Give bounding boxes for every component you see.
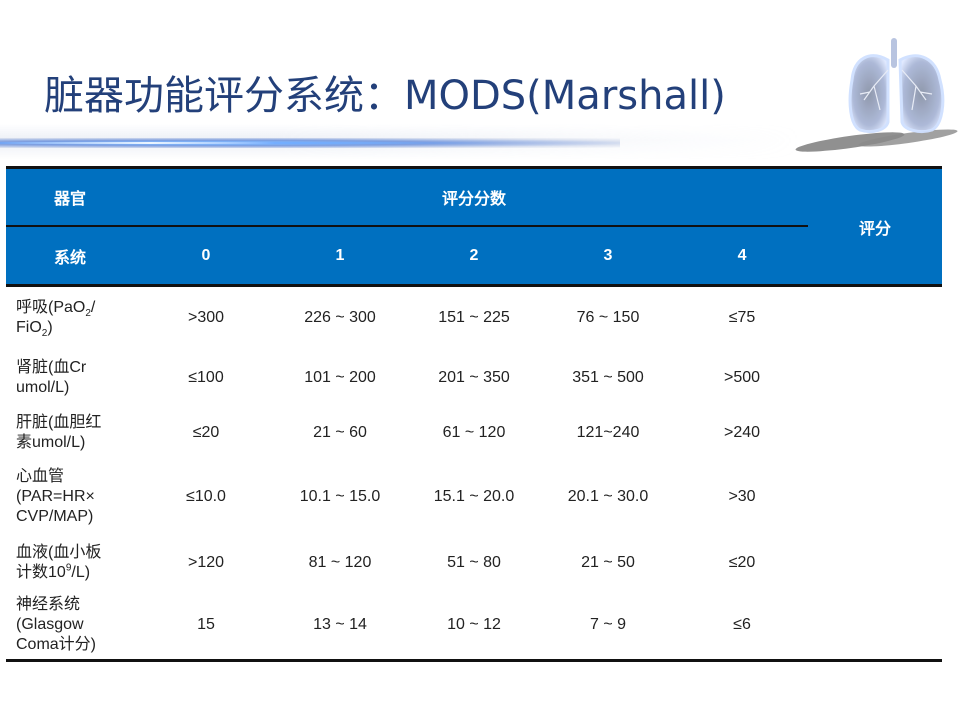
value-cell: 10.1 ~ 15.0 [299, 487, 381, 505]
value-cell: >500 [723, 368, 761, 386]
score-cell [808, 590, 943, 662]
header-score-1: 1 [272, 226, 408, 287]
value-cell: >30 [728, 487, 756, 505]
table-row-renal: 肾脏(血Cr umol/L) ≤100 101 ~ 200 201 ~ 350 … [6, 349, 942, 407]
header-organ: 器官 [6, 166, 140, 227]
value-cell: ≤20 [728, 553, 756, 571]
value-cell: 20.1 ~ 30.0 [567, 487, 649, 505]
table-row-cardiovascular: 心血管 (PAR=HR× CVP/MAP) ≤10.0 10.1 ~ 15.0 … [6, 459, 942, 535]
organ-cell: 血液(血小板 计数109/L) [16, 543, 102, 581]
value-cell: ≤6 [676, 590, 809, 662]
value-cell: 21 ~ 50 [581, 553, 635, 571]
organ-cell: 心血管 (PAR=HR× CVP/MAP) [16, 467, 95, 525]
table-row-hematologic: 血液(血小板 计数109/L) >120 81 ~ 120 51 ~ 80 21… [6, 535, 942, 591]
score-cell [808, 349, 942, 407]
value-cell: 101 ~ 200 [304, 368, 376, 386]
organ-cell: 肾脏(血Cr umol/L) [16, 358, 87, 396]
score-cell [808, 459, 942, 535]
organ-cell: 肝脏(血胆红 素umol/L) [16, 413, 102, 451]
value-cell: ≤75 [728, 308, 756, 326]
header-score-2: 2 [408, 226, 540, 287]
value-cell: 21 ~ 60 [313, 423, 367, 441]
value-cell: 51 ~ 80 [447, 553, 501, 571]
value-cell: 15.1 ~ 20.0 [433, 487, 515, 505]
value-cell: 7 ~ 9 [540, 590, 676, 662]
header-score-0: 0 [140, 226, 272, 287]
value-cell: >300 [187, 308, 225, 326]
value-cell: 10 ~ 12 [408, 590, 540, 662]
value-cell: 76 ~ 150 [576, 308, 640, 326]
header-score-group: 评分分数 [140, 166, 809, 227]
value-cell: 61 ~ 120 [442, 423, 506, 441]
table-row-neurologic: 神经系统 (Glasgow Coma计分) 15 13 ~ 14 10 ~ 12… [6, 590, 943, 662]
header-glow-core [0, 142, 500, 144]
value-cell: 15 [140, 590, 272, 662]
slide-title: 脏器功能评分系统：MODS(Marshall) [44, 73, 726, 119]
value-cell: 13 ~ 14 [272, 590, 408, 662]
organ-cell: 神经系统 (Glasgow Coma计分) [6, 590, 140, 662]
value-cell: ≤20 [192, 423, 220, 441]
value-cell: 151 ~ 225 [438, 308, 510, 326]
header-score-4: 4 [676, 226, 809, 287]
value-cell: 226 ~ 300 [304, 308, 376, 326]
table-row-respiratory: 呼吸(PaO2/ FiO2) >300 226 ~ 300 151 ~ 225 … [6, 286, 942, 349]
organ-cell: 呼吸(PaO2/ FiO2) [16, 298, 96, 339]
score-cell [808, 535, 942, 591]
header-system: 系统 [6, 226, 140, 287]
header-score: 评分 [808, 166, 943, 287]
value-cell: 121~240 [576, 423, 640, 441]
value-cell: ≤10.0 [186, 487, 226, 505]
value-cell: >240 [723, 423, 761, 441]
value-cell: 201 ~ 350 [438, 368, 510, 386]
mods-scoring-table: 器官 评分分数 评分 系统 0 1 2 3 4 呼吸(PaO2/ FiO2) >… [6, 166, 943, 662]
value-cell: 81 ~ 120 [308, 553, 372, 571]
score-cell [808, 286, 942, 349]
lungs-illustration-icon [795, 38, 958, 152]
value-cell: >120 [187, 553, 225, 571]
table-row-hepatic: 肝脏(血胆红 素umol/L) ≤20 21 ~ 60 61 ~ 120 121… [6, 407, 942, 459]
value-cell: ≤100 [188, 368, 224, 386]
score-cell [808, 407, 942, 459]
table-header-row-1: 器官 评分分数 评分 [6, 166, 943, 287]
value-cell: 351 ~ 500 [572, 368, 644, 386]
table-header-row-2: 系统 0 1 2 3 4 [6, 226, 942, 287]
header-score-3: 3 [540, 226, 676, 287]
